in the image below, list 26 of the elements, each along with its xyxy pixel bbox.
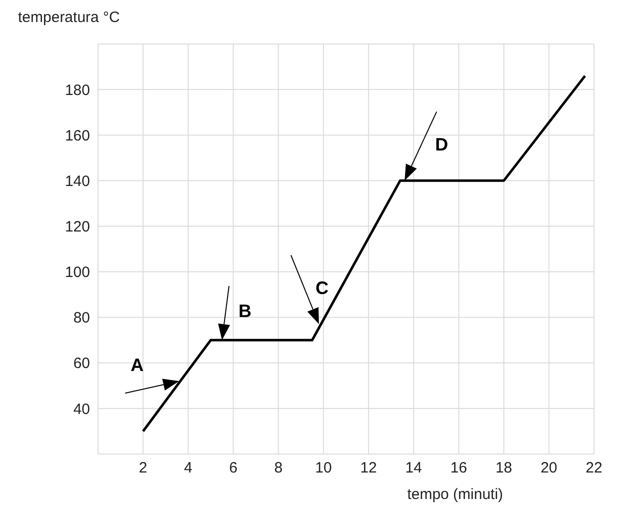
y-tick-label: 40	[73, 400, 90, 418]
x-tick-label: 12	[360, 460, 377, 477]
annotation: B	[238, 301, 252, 322]
x-tick-label: 4	[184, 460, 192, 477]
y-tick-label: 120	[64, 218, 90, 236]
x-tick-label: 8	[274, 460, 283, 477]
annotation: A	[130, 355, 144, 376]
x-tick-label: 22	[586, 460, 602, 477]
y-tick-label: 140	[64, 172, 90, 190]
x-tick-label: 20	[540, 460, 558, 477]
x-tick-label: 10	[315, 460, 332, 477]
y-axis-title: temperatura °C	[18, 9, 120, 26]
x-tick-label: 2	[138, 460, 148, 477]
y-tick-label: 180	[64, 82, 90, 99]
x-axis-title: tempo (minuti)	[407, 486, 504, 503]
x-tick-label: 6	[229, 460, 238, 477]
line-series	[142, 74, 586, 432]
y-tick-label: 160	[64, 127, 90, 144]
y-tick-label: 60	[73, 355, 90, 372]
y-tick-label: 100	[64, 264, 90, 282]
x-tick-label: 16	[450, 460, 468, 477]
x-tick-label: 14	[405, 460, 422, 477]
annotation: D	[435, 134, 448, 155]
y-tick-label: 80	[73, 310, 90, 327]
annotation: C	[315, 278, 328, 298]
x-tick-label: 18	[495, 460, 512, 477]
